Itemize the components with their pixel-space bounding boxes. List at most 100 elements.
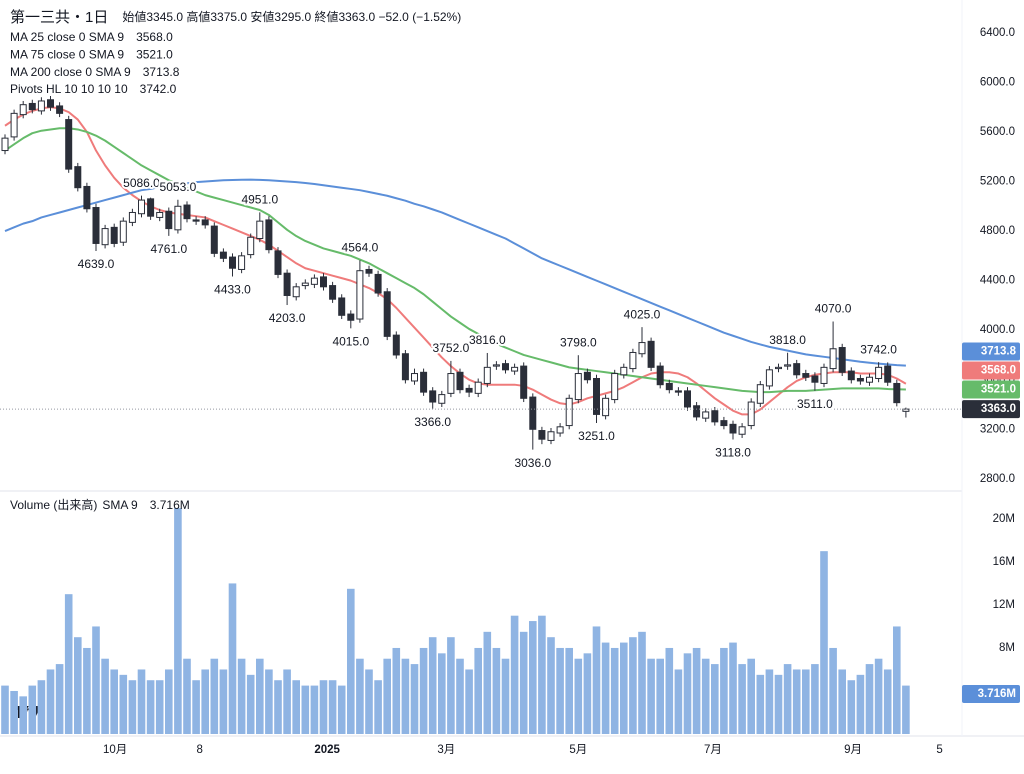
candle-body — [329, 285, 337, 300]
candle-body — [866, 376, 873, 383]
candle-body — [875, 366, 883, 379]
volume-bar — [174, 508, 182, 734]
volume-bar — [865, 664, 874, 734]
candle-body — [702, 411, 710, 419]
candle-body — [556, 426, 564, 434]
candle-body — [674, 390, 682, 393]
candle-body — [711, 410, 719, 423]
pivot-label: 4639.0 — [78, 257, 115, 271]
volume-bar — [847, 680, 856, 734]
legend-value: 3568.0 — [136, 30, 173, 44]
y-tick-label: 6400.0 — [980, 27, 1015, 39]
volume-bar — [519, 631, 528, 734]
volume-bar — [774, 674, 783, 734]
candle-body — [310, 277, 318, 285]
candle-body — [256, 220, 264, 239]
volume-bar — [347, 588, 355, 734]
volume-bar — [501, 658, 510, 734]
volume-bar — [838, 669, 846, 734]
volume-bar — [37, 680, 46, 734]
volume-bar — [474, 647, 482, 734]
pivot-label: 4951.0 — [241, 193, 278, 207]
candle-body — [811, 375, 819, 383]
candle-body — [37, 100, 45, 112]
pivot-label: 3118.0 — [715, 446, 751, 460]
volume-bar — [10, 690, 18, 734]
volume-bar — [110, 669, 118, 734]
candle-body — [147, 198, 155, 217]
y-tick-label: 4400.0 — [980, 275, 1015, 287]
candle-body — [756, 384, 764, 404]
pivot-label: 4203.0 — [269, 311, 306, 325]
x-tick-label: 8 — [197, 744, 203, 756]
volume-bar — [674, 669, 683, 734]
candle-body — [229, 256, 236, 269]
candle-body — [884, 365, 892, 383]
candle-body — [856, 377, 864, 382]
volume-bar — [183, 658, 191, 734]
candle-body — [292, 286, 300, 298]
price-badge: 3363.0 — [981, 403, 1016, 415]
volume-bar — [19, 696, 27, 734]
x-tick-label: 3月 — [437, 744, 455, 756]
candle-body — [19, 104, 27, 116]
volume-bar — [592, 626, 601, 734]
volume-tick-label: 20M — [993, 513, 1015, 525]
volume-bar — [55, 664, 64, 734]
volume-bar — [310, 685, 319, 734]
volume-bar — [583, 653, 592, 734]
volume-bar — [137, 669, 146, 734]
volume-bar — [337, 685, 346, 734]
x-tick-label: 9月 — [844, 744, 862, 756]
ohlc-readout: 始値3345.0 高値3375.0 安値3295.0 終値3363.0 −52.… — [122, 9, 461, 24]
volume-bar — [28, 685, 37, 734]
price-badge-bg — [962, 400, 1020, 419]
pivot-label: 3251.0 — [578, 429, 615, 443]
candle-body — [83, 185, 91, 210]
candle-body — [602, 397, 610, 417]
candle-body — [110, 226, 118, 244]
candle-body — [320, 276, 327, 288]
candle-body — [347, 313, 355, 321]
volume-bar — [620, 642, 628, 734]
y-tick-label: 5200.0 — [980, 176, 1015, 188]
volume-bar — [692, 647, 701, 734]
volume-bar — [283, 669, 291, 734]
candle-body — [156, 211, 164, 218]
volume-bar — [265, 669, 273, 734]
candle-body — [192, 219, 200, 222]
volume-bar — [301, 685, 310, 734]
volume-badge-bg — [962, 685, 1020, 704]
candle-body — [483, 366, 491, 384]
x-tick-label: 5 — [936, 744, 942, 756]
pivot-label: 4015.0 — [332, 334, 369, 348]
volume-bar — [155, 680, 164, 734]
volume-bar — [565, 647, 573, 734]
volume-bar — [701, 658, 710, 734]
candle-body — [765, 369, 773, 387]
candle-body — [92, 207, 100, 244]
pivot-label: 4761.0 — [150, 242, 187, 256]
pivot-label: 5086.0 — [123, 176, 160, 190]
volume-bar — [92, 626, 100, 734]
volume-bar — [574, 658, 583, 734]
candle-body — [383, 291, 391, 337]
volume-bar — [874, 658, 883, 734]
candle-body — [465, 387, 473, 393]
candle-body — [547, 431, 555, 441]
volume-bar — [64, 594, 73, 734]
legend-name: MA 200 close 0 SMA 9 — [10, 65, 131, 79]
candle-body — [583, 371, 591, 381]
candle-body — [411, 373, 418, 382]
candle-body — [447, 373, 455, 394]
candle-body — [665, 382, 673, 391]
legend-value: 3521.0 — [136, 47, 173, 61]
volume-bar — [756, 674, 765, 734]
candle-body — [538, 430, 546, 440]
candle-body — [893, 382, 901, 404]
volume-bar — [274, 680, 282, 734]
candle-body — [511, 366, 519, 372]
pivot-label: 3752.0 — [433, 341, 470, 355]
candle-body — [611, 373, 619, 401]
candle-body — [474, 381, 482, 394]
